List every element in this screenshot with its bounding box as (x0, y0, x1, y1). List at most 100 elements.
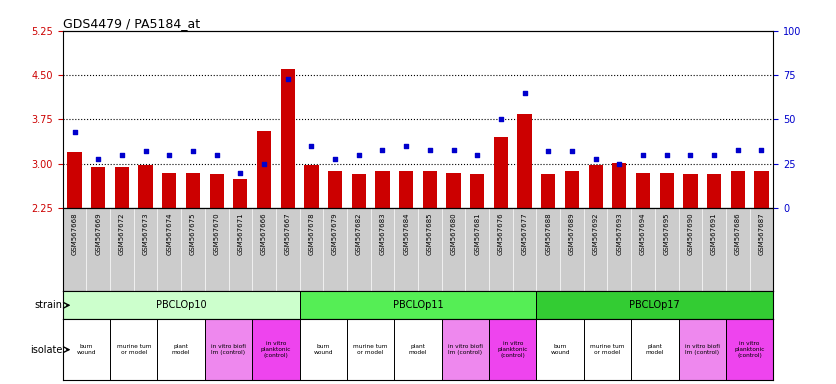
Text: GSM567695: GSM567695 (664, 212, 670, 255)
Text: GSM567670: GSM567670 (214, 212, 220, 255)
Point (304, 143, 318, 149)
Text: in vitro
planktonic
(control): in vitro planktonic (control) (734, 341, 765, 358)
Text: GSM567689: GSM567689 (569, 212, 575, 255)
Bar (328, 171, 342, 208)
Bar (537, 319, 584, 380)
Point (423, 147, 436, 153)
Text: GSM567681: GSM567681 (474, 212, 480, 255)
Point (660, 152, 674, 158)
Point (352, 152, 365, 158)
Bar (754, 171, 768, 208)
Bar (210, 174, 224, 208)
Bar (115, 167, 129, 208)
Point (636, 152, 650, 158)
Text: burn
wound: burn wound (550, 344, 570, 355)
Bar (631, 319, 679, 380)
Point (91, 156, 104, 162)
Text: GSM567682: GSM567682 (356, 212, 362, 255)
Text: in vitro
planktonic
(control): in vitro planktonic (control) (261, 341, 291, 358)
Point (329, 156, 342, 162)
Point (731, 147, 744, 153)
Point (494, 116, 507, 122)
Text: GSM567692: GSM567692 (593, 212, 599, 255)
Bar (565, 171, 579, 208)
Text: GSM567667: GSM567667 (285, 212, 291, 255)
Point (233, 170, 247, 176)
Text: PBCLOp10: PBCLOp10 (155, 300, 206, 310)
Text: in vitro biofi
lm (control): in vitro biofi lm (control) (685, 344, 720, 355)
Point (68, 129, 81, 135)
Text: GSM567677: GSM567677 (522, 212, 528, 255)
Bar (395, 319, 441, 380)
Bar (352, 174, 366, 208)
Text: GSM567666: GSM567666 (261, 212, 267, 255)
Point (376, 147, 390, 153)
Text: plant
model: plant model (409, 344, 427, 355)
Text: GSM567672: GSM567672 (119, 212, 125, 255)
Text: GSM567668: GSM567668 (72, 212, 78, 255)
Bar (162, 173, 176, 208)
Text: GSM567678: GSM567678 (308, 212, 314, 255)
Text: GSM567686: GSM567686 (735, 212, 741, 255)
Bar (233, 179, 247, 208)
Point (257, 161, 271, 167)
Text: plant
model: plant model (645, 344, 664, 355)
Bar (660, 173, 674, 208)
Text: GSM567683: GSM567683 (380, 212, 385, 255)
Point (565, 148, 579, 154)
Text: GSM567679: GSM567679 (332, 212, 338, 255)
Bar (252, 319, 299, 380)
Text: GSM567669: GSM567669 (95, 212, 101, 255)
Text: strain: strain (35, 300, 63, 310)
Text: burn
wound: burn wound (77, 344, 96, 355)
Text: GSM567694: GSM567694 (640, 212, 646, 255)
Text: GSM567693: GSM567693 (616, 212, 622, 255)
Text: PBCLOp17: PBCLOp17 (630, 300, 681, 310)
Bar (347, 319, 395, 380)
Point (755, 147, 768, 153)
Bar (446, 173, 461, 208)
Bar (257, 131, 271, 208)
Bar (423, 171, 437, 208)
Bar (517, 114, 532, 208)
Text: GSM567675: GSM567675 (190, 212, 196, 255)
Bar (63, 291, 299, 319)
Point (707, 152, 721, 158)
Bar (110, 319, 157, 380)
Point (162, 152, 176, 158)
Point (281, 76, 294, 82)
Text: GSM567673: GSM567673 (143, 212, 149, 255)
Text: isolate: isolate (30, 345, 63, 355)
Bar (537, 291, 773, 319)
Point (542, 148, 555, 154)
Text: GSM567676: GSM567676 (498, 212, 504, 255)
Point (613, 161, 626, 167)
Bar (612, 163, 626, 208)
Bar (679, 319, 726, 380)
Text: GSM567685: GSM567685 (427, 212, 433, 255)
Bar (731, 171, 745, 208)
Bar (707, 174, 721, 208)
Text: GSM567688: GSM567688 (545, 212, 551, 255)
Bar (494, 137, 508, 208)
Text: murine tum
or model: murine tum or model (590, 344, 624, 355)
Text: plant
model: plant model (172, 344, 191, 355)
Bar (726, 319, 773, 380)
Bar (205, 319, 252, 380)
Bar (304, 165, 319, 208)
Text: murine tum
or model: murine tum or model (116, 344, 151, 355)
Text: GSM567684: GSM567684 (403, 212, 409, 255)
Point (210, 152, 223, 158)
Text: GSM567674: GSM567674 (166, 212, 172, 255)
Text: in vitro biofi
lm (control): in vitro biofi lm (control) (448, 344, 483, 355)
Bar (186, 173, 200, 208)
Point (446, 147, 460, 153)
Bar (470, 174, 484, 208)
Text: GDS4479 / PA5184_at: GDS4479 / PA5184_at (63, 17, 200, 30)
Bar (299, 319, 347, 380)
Bar (399, 171, 413, 208)
Bar (683, 174, 697, 208)
Point (589, 156, 602, 162)
Point (684, 152, 697, 158)
Bar (375, 171, 390, 208)
